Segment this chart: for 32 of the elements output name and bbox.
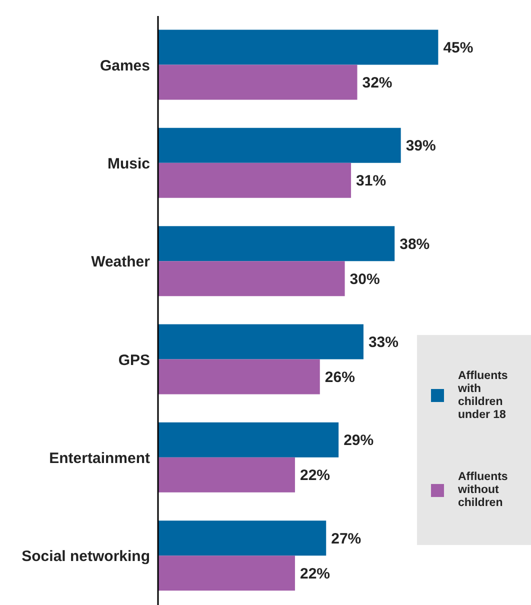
data-label: 45% bbox=[443, 39, 474, 56]
data-label: 31% bbox=[356, 172, 386, 190]
y-tick-label: Social networking bbox=[22, 548, 150, 566]
bar bbox=[158, 64, 358, 100]
data-label: 39% bbox=[406, 138, 436, 155]
bar bbox=[158, 226, 395, 262]
data-label: 33% bbox=[368, 334, 399, 351]
data-label: 29% bbox=[344, 432, 374, 450]
bar bbox=[158, 128, 401, 163]
data-label: 30% bbox=[350, 270, 380, 288]
y-tick-label: Music bbox=[107, 156, 150, 173]
y-tick-label: Games bbox=[100, 57, 150, 74]
data-label: 38% bbox=[400, 236, 430, 253]
bar bbox=[158, 556, 295, 591]
legend-label: Affluents without children bbox=[458, 471, 509, 510]
data-label: 27% bbox=[331, 530, 362, 548]
bar bbox=[158, 457, 295, 492]
data-label: 22% bbox=[300, 565, 330, 582]
data-label: 22% bbox=[300, 467, 330, 484]
bar bbox=[158, 30, 438, 65]
bar bbox=[158, 359, 320, 394]
bar bbox=[158, 520, 326, 556]
y-tick-label: Weather bbox=[91, 254, 150, 271]
bar bbox=[158, 422, 339, 458]
y-tick-label: Entertainment bbox=[49, 450, 150, 468]
bar bbox=[158, 261, 345, 296]
legend-label: Affluents with children under 18 bbox=[458, 370, 509, 422]
bar bbox=[158, 162, 352, 198]
data-label: 32% bbox=[362, 74, 392, 92]
data-label: 26% bbox=[324, 368, 355, 386]
bar bbox=[158, 324, 364, 360]
y-tick-label: GPS bbox=[118, 352, 150, 369]
